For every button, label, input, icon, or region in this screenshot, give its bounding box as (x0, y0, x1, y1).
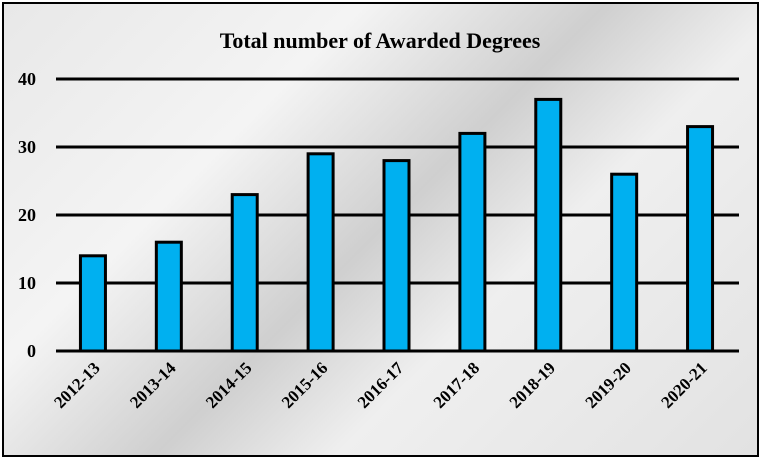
x-tick-label: 2020-21 (657, 358, 711, 412)
x-tick-label: 2018-19 (506, 358, 560, 412)
x-tick-label: 2013-14 (126, 358, 180, 412)
bar (382, 159, 411, 353)
bar (230, 193, 259, 353)
x-tick-label: 2017-18 (430, 358, 484, 412)
bar (686, 125, 715, 353)
y-tick-label: 30 (18, 137, 36, 157)
bar (610, 172, 639, 353)
x-tick-label: 2012-13 (50, 358, 104, 412)
x-tick-label: 2016-17 (354, 358, 408, 412)
bar (78, 254, 107, 353)
bar (534, 97, 563, 353)
x-tick-label: 2014-15 (202, 358, 256, 412)
y-tick-label: 0 (27, 341, 36, 361)
x-tick-label: 2019-20 (581, 358, 635, 412)
y-tick-label: 10 (18, 273, 36, 293)
y-tick-label: 40 (18, 69, 36, 89)
bar (154, 240, 183, 353)
y-tick-label: 20 (18, 205, 36, 225)
bar (306, 152, 335, 353)
x-tick-label: 2015-16 (278, 358, 332, 412)
chart-title: Total number of Awarded Degrees (220, 28, 541, 53)
bar (458, 131, 487, 353)
